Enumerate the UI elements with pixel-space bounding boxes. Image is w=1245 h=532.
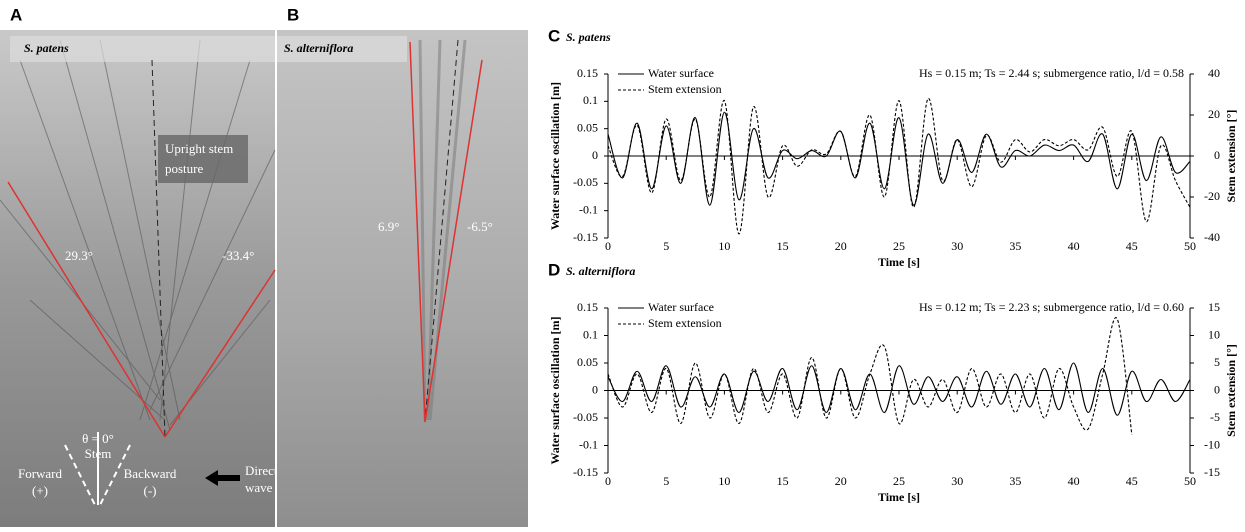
- x-tick-label: 45: [1126, 474, 1138, 488]
- y2-tick-label: 15: [1208, 300, 1220, 314]
- annotation: Hs = 0.12 m; Ts = 2.23 s; submergence ra…: [919, 300, 1184, 314]
- y2-tick-label: 10: [1208, 327, 1220, 341]
- panel-label: B: [287, 5, 299, 24]
- panel-label: C: [548, 26, 560, 45]
- y-tick-label: 0.15: [577, 66, 598, 80]
- x-tick-label: 10: [718, 239, 730, 253]
- y-tick-label: 0.05: [577, 120, 598, 134]
- chart: C S. patens Hs = 0.15 m; Ts = 2.44 s; subm…: [548, 26, 1238, 268]
- legend-label: Stem extension: [648, 316, 722, 330]
- x-tick-label: 20: [835, 474, 847, 488]
- y-tick-label: -0.15: [573, 465, 598, 479]
- x-tick-label: 25: [893, 474, 905, 488]
- x-tick-label: 0: [605, 239, 611, 253]
- panel-label: D: [548, 260, 560, 279]
- y-axis-label: Water surface oscillation [m]: [548, 316, 562, 464]
- y2-tick-label: -10: [1204, 437, 1220, 451]
- legend-label: Water surface: [648, 300, 714, 314]
- series-line: [607, 362, 1191, 416]
- photo-a: A S. patens Upright stem posture 29.3° -…: [0, 5, 309, 527]
- y2-tick-label: 20: [1208, 107, 1220, 121]
- x-tick-label: 30: [951, 474, 963, 488]
- y-tick-label: 0: [592, 148, 598, 162]
- species: S. alterniflora: [284, 41, 353, 55]
- y2-tick-label: 0: [1214, 382, 1220, 396]
- forward: (+): [32, 483, 48, 498]
- y-tick-label: 0: [592, 382, 598, 396]
- x-tick-label: 5: [663, 474, 669, 488]
- x-tick-label: 35: [1009, 474, 1021, 488]
- legend-label: Water surface: [648, 66, 714, 80]
- x-tick-label: 5: [663, 239, 669, 253]
- legend-label: Stem extension: [648, 82, 722, 96]
- photo: [0, 30, 275, 527]
- annotation: Hs = 0.15 m; Ts = 2.44 s; submergence ra…: [919, 66, 1184, 80]
- y-tick-label: -0.05: [573, 410, 598, 424]
- panel-label: A: [10, 5, 22, 24]
- y-tick-label: -0.15: [573, 230, 598, 244]
- y-tick-label: 0.1: [583, 327, 598, 341]
- angle: -33.4°: [222, 248, 254, 263]
- backward: (-): [144, 483, 157, 498]
- note: Upright stem: [165, 141, 233, 156]
- y2-axis-label: Stem extension [°]: [1224, 344, 1238, 437]
- x-axis-label: Time [s]: [878, 255, 920, 269]
- x-tick-label: 20: [835, 239, 847, 253]
- backward: Backward: [124, 466, 177, 481]
- series-line: [607, 98, 1191, 235]
- x-tick-label: 15: [777, 239, 789, 253]
- y2-tick-label: 0: [1214, 148, 1220, 162]
- chart: D S. alterniflora Hs = 0.12 m; Ts = 2.23 s…: [548, 260, 1238, 503]
- y-tick-label: 0.05: [577, 355, 598, 369]
- x-tick-label: 40: [1068, 239, 1080, 253]
- y-axis-label: Water surface oscillation [m]: [548, 82, 562, 230]
- forward: Forward: [18, 466, 63, 481]
- y2-tick-label: -15: [1204, 465, 1220, 479]
- species: S. patens: [24, 41, 69, 55]
- x-axis-label: Time [s]: [878, 490, 920, 504]
- y-tick-label: 0.15: [577, 300, 598, 314]
- x-tick-label: 30: [951, 239, 963, 253]
- y2-axis-label: Stem extension [°]: [1224, 110, 1238, 203]
- y-tick-label: -0.05: [573, 175, 598, 189]
- angle: 29.3°: [65, 248, 93, 263]
- note: posture: [165, 161, 204, 176]
- x-tick-label: 40: [1068, 474, 1080, 488]
- y2-tick-label: -5: [1210, 410, 1220, 424]
- y-tick-label: -0.1: [579, 202, 598, 216]
- x-tick-label: 10: [718, 474, 730, 488]
- y2-tick-label: -40: [1204, 230, 1220, 244]
- y2-tick-label: -20: [1204, 189, 1220, 203]
- chart-title: S. alterniflora: [566, 264, 635, 278]
- series-line: [607, 317, 1133, 435]
- photo: [277, 30, 528, 527]
- y2-tick-label: 5: [1214, 355, 1220, 369]
- x-tick-label: 50: [1184, 239, 1196, 253]
- x-tick-label: 0: [605, 474, 611, 488]
- angle: 6.9°: [378, 219, 399, 234]
- y-tick-label: 0.1: [583, 93, 598, 107]
- x-tick-label: 25: [893, 239, 905, 253]
- stem-label: θ = 0°: [82, 431, 114, 446]
- y2-tick-label: 40: [1208, 66, 1220, 80]
- x-tick-label: 50: [1184, 474, 1196, 488]
- x-tick-label: 35: [1009, 239, 1021, 253]
- photo-b: B S. alterniflora 6.9° -6.5°: [277, 5, 528, 527]
- angle: -6.5°: [467, 219, 493, 234]
- stem-label: Stem: [85, 446, 112, 461]
- y-tick-label: -0.1: [579, 437, 598, 451]
- chart-title: S. patens: [566, 30, 611, 44]
- x-tick-label: 15: [777, 474, 789, 488]
- x-tick-label: 45: [1126, 239, 1138, 253]
